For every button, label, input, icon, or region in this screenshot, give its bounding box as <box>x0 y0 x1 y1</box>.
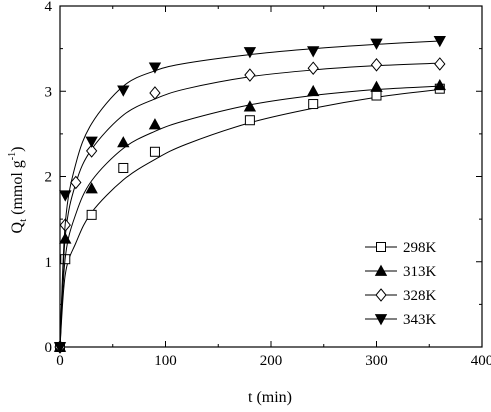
data-point-328K <box>370 58 383 72</box>
data-point-343K <box>85 136 98 148</box>
data-point-328K <box>244 68 256 82</box>
y-axis-title-unit: (mmol g <box>9 160 26 219</box>
data-point-313K <box>117 136 130 148</box>
data-point-328K <box>85 144 98 158</box>
y-axis-title-sub: t <box>17 219 29 222</box>
legend-marker <box>374 314 388 326</box>
y-axis-title-sup: -1 <box>7 152 18 160</box>
x-axis-title: t (min) <box>248 389 292 406</box>
data-point-328K <box>70 175 82 190</box>
data-point-343K <box>433 36 446 48</box>
series-328K <box>54 57 446 354</box>
data-point-313K <box>243 100 257 112</box>
data-point-343K <box>370 38 383 50</box>
legend-marker <box>375 288 387 302</box>
y-tick-label: 2 <box>45 170 53 186</box>
legend-label: 328K <box>403 288 437 304</box>
data-point-343K <box>307 46 320 58</box>
data-point-343K <box>148 62 162 74</box>
data-point-298K <box>244 115 255 126</box>
series-line-298K <box>59 89 440 348</box>
legend-entry: 343K <box>365 312 437 328</box>
y-axis-title-main: Q <box>9 221 26 233</box>
data-point-313K <box>433 78 446 91</box>
x-tick-label: 200 <box>260 353 283 369</box>
series-298K <box>55 83 445 352</box>
legend-entry: 313K <box>365 264 437 280</box>
data-point-298K <box>86 209 97 220</box>
data-point-298K <box>371 90 382 101</box>
y-axis-title-close: ) <box>9 147 26 152</box>
data-point-328K <box>307 61 319 76</box>
data-point-343K <box>53 342 67 354</box>
legend-marker <box>374 264 388 276</box>
data-point-313K <box>307 84 320 97</box>
data-point-343K <box>59 190 72 202</box>
y-tick-label: 0 <box>45 340 53 356</box>
legend-entry: 298K <box>365 240 437 256</box>
x-tick-label: 300 <box>365 353 388 369</box>
y-tick-label: 1 <box>45 255 53 271</box>
data-point-313K <box>370 80 383 92</box>
series-343K <box>53 36 446 354</box>
legend-label: 343K <box>403 312 437 328</box>
data-point-328K <box>149 86 161 100</box>
data-point-298K <box>149 146 160 157</box>
legend-label: 298K <box>403 240 437 256</box>
data-point-313K <box>85 182 98 194</box>
data-point-328K <box>434 57 446 71</box>
y-tick-label: 3 <box>45 84 53 100</box>
x-tick-label: 100 <box>154 353 177 369</box>
data-point-298K <box>308 99 319 110</box>
data-point-343K <box>117 85 130 97</box>
series-line-343K <box>59 40 440 348</box>
data-point-298K <box>118 162 129 173</box>
data-point-313K <box>148 118 162 130</box>
series-line-313K <box>59 85 440 348</box>
x-tick-label: 400 <box>471 353 491 369</box>
legend-entry: 328K <box>365 288 437 304</box>
y-tick-label: 4 <box>45 0 53 15</box>
legend-label: 313K <box>403 264 437 280</box>
data-point-343K <box>243 47 257 59</box>
y-axis-title: Qt (mmol g-1) <box>7 147 29 234</box>
legend-marker <box>376 242 386 252</box>
x-tick-label: 0 <box>56 353 64 369</box>
